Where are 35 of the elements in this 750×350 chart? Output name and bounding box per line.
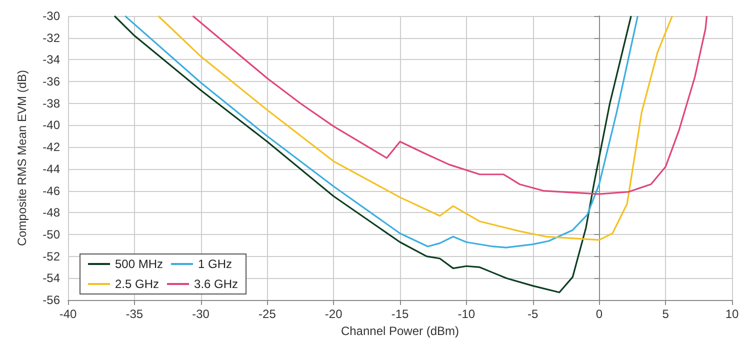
- y-tick-label: -32: [42, 30, 60, 45]
- x-tick-label: 0: [596, 307, 603, 321]
- x-tick-label: -35: [126, 307, 144, 321]
- line-series: [192, 15, 708, 195]
- y-tick-label: -54: [42, 271, 60, 286]
- x-tick-label: 5: [662, 307, 670, 321]
- y-tick-label: -56: [42, 293, 60, 307]
- x-tick-label: -15: [391, 307, 409, 321]
- x-axis-title: Channel Power (dBm): [340, 324, 460, 338]
- y-tick-label: -34: [42, 52, 60, 67]
- y-tick-label: -50: [42, 227, 60, 242]
- y-tick-label: -42: [42, 140, 60, 154]
- y-tick-label: -46: [42, 184, 60, 198]
- line-series: [114, 15, 632, 294]
- line-series: [158, 15, 674, 241]
- y-tick-label: -40: [42, 118, 60, 132]
- y-tick-label: -38: [42, 96, 60, 110]
- x-tick-label: -30: [192, 307, 210, 321]
- x-tick-label: -40: [59, 307, 77, 321]
- legend-label: 3.6 GHz: [194, 277, 238, 291]
- y-tick-label: -30: [42, 9, 60, 23]
- legend-label: 2.5 GHz: [115, 277, 160, 291]
- x-tick-label: -20: [324, 307, 343, 321]
- y-axis-title: Composite RMS Mean EVM (dB): [15, 70, 29, 246]
- x-tick-label: -25: [258, 307, 276, 321]
- legend-label: 1 GHz: [198, 257, 232, 271]
- legend-label: 500 MHz: [115, 257, 164, 271]
- x-tick-label: -5: [527, 307, 538, 321]
- x-tick-label: -10: [458, 307, 476, 321]
- y-tick-label: -52: [42, 249, 60, 264]
- x-tick-label: 10: [725, 307, 739, 321]
- y-tick-label: -36: [42, 74, 60, 89]
- line-series: [124, 15, 639, 248]
- y-tick-label: -44: [42, 162, 60, 176]
- y-tick-label: -48: [42, 206, 60, 220]
